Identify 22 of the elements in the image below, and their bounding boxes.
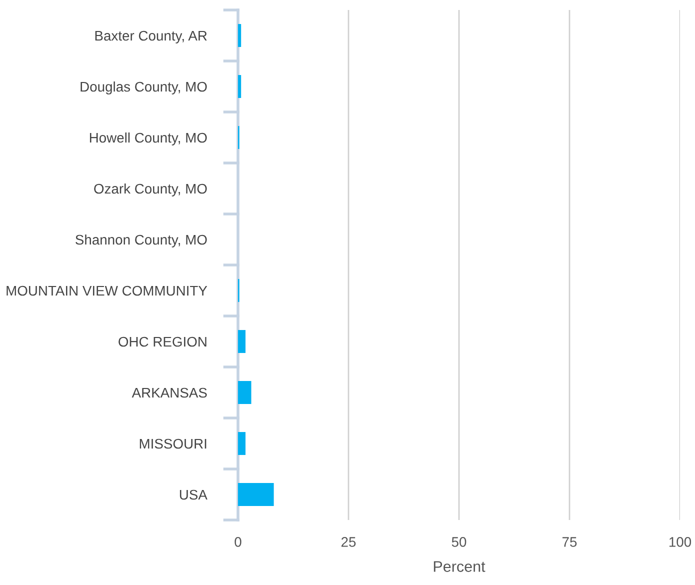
y-tick-label: Douglas County, MO [80, 81, 207, 94]
x-axis-title: Percent [434, 561, 486, 572]
x-tick-label: 0 [234, 537, 242, 547]
bar [238, 483, 274, 506]
y-tick-label: USA [180, 490, 208, 500]
bar [238, 432, 246, 455]
y-tick-label: Howell County, MO [90, 132, 207, 146]
bar [238, 330, 246, 353]
x-tick-label: 75 [562, 537, 577, 547]
y-tick-label: Ozark County, MO [94, 183, 207, 196]
y-tick-label: MOUNTAIN VIEW COMMUNITY [6, 286, 208, 296]
y-tick-label: MISSOURI [140, 438, 206, 449]
y-tick-label: OHC REGION [118, 336, 206, 347]
bar [238, 24, 242, 47]
x-tick-label: 50 [452, 537, 466, 547]
y-tick-label: Baxter County, AR [95, 30, 207, 44]
x-tick-label: 25 [341, 537, 356, 547]
y-tick-label: Shannon County, MO [76, 234, 207, 248]
bar [238, 75, 242, 98]
bar [238, 381, 252, 404]
x-tick-label: 100 [669, 537, 692, 547]
y-tick-label: ARKANSAS [132, 388, 207, 398]
